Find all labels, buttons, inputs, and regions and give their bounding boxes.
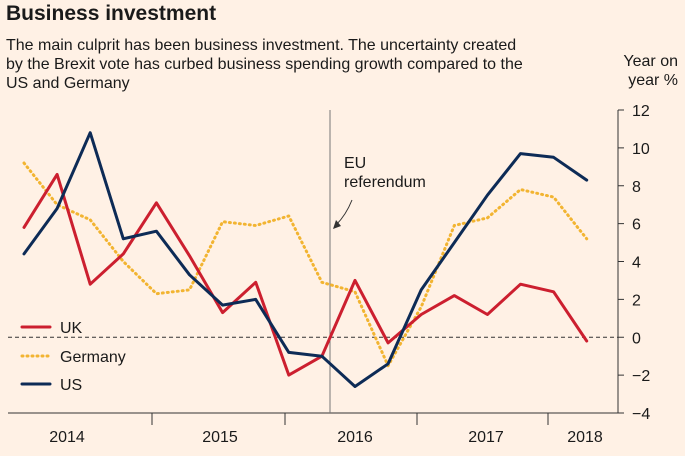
series-line-us [22,131,589,388]
annotation-layer: EU referendum [329,110,426,413]
annotation-arrowhead [333,220,341,229]
series-layer [22,131,589,388]
y-tick-label: 12 [632,103,650,120]
legend-label-germany: Germany [60,349,126,366]
y-tick-label: 8 [632,179,641,196]
chart-subtitle: The main culprit has been business inves… [6,37,523,92]
x-tick-label: 2015 [202,429,238,446]
legend: UK Germany US [20,320,126,394]
y-axis-unit-label: Year on year % [623,53,678,89]
legend-label-uk: UK [60,320,83,337]
x-tick-label: 2014 [49,429,85,446]
y-tick-label: 6 [632,217,641,234]
annotation-text: referendum [344,174,426,191]
x-tick-label: 2016 [337,429,373,446]
y-tick-label: −4 [632,406,650,423]
y-tick-label: 10 [632,141,650,158]
y-tick-label: 4 [632,255,641,272]
x-tick-label: 2017 [468,429,504,446]
annotation-text: EU [344,155,366,172]
legend-label-us: US [60,377,82,394]
y-tick-label: 2 [632,292,641,309]
axes-layer: 12 10 8 6 4 2 0 −2 −4 2014 2015 2016 2017 2018 [8,103,650,446]
chart-title: Business investment [6,2,217,25]
series-line-germany [22,161,589,368]
y-tick-label: 0 [632,330,641,347]
series-line-uk [22,172,589,377]
y-tick-label: −2 [632,368,650,385]
x-tick-label: 2018 [567,429,603,446]
annotation-arrow [335,199,353,226]
